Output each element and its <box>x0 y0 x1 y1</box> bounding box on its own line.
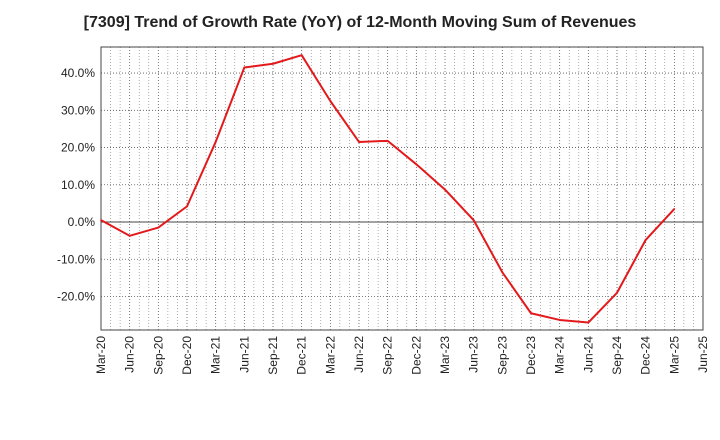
data-point <box>100 219 102 221</box>
data-point <box>358 141 360 143</box>
x-tick-label: Dec-20 <box>180 336 194 375</box>
data-point <box>530 312 532 315</box>
data-point <box>214 141 217 143</box>
x-tick-label: Dec-22 <box>409 336 423 375</box>
x-tick-label: Dec-23 <box>524 336 538 375</box>
data-point <box>128 234 131 237</box>
y-tick-label: 30.0% <box>61 103 95 117</box>
data-point <box>558 319 561 321</box>
data-point <box>386 140 389 142</box>
x-tick-label: Jun-25 <box>696 336 710 373</box>
data-point <box>415 163 418 166</box>
x-tick-label: Sep-24 <box>610 336 624 375</box>
x-tick-label: Jun-20 <box>123 336 137 373</box>
data-point <box>243 66 246 69</box>
x-tick-label: Sep-20 <box>151 336 165 375</box>
data-point <box>472 219 475 221</box>
data-point <box>157 226 160 229</box>
x-tick-label: Sep-21 <box>266 336 280 375</box>
x-tick-label: Mar-21 <box>209 336 223 374</box>
x-tick-label: Mar-25 <box>667 336 681 374</box>
data-point <box>272 62 274 65</box>
y-tick-label: -10.0% <box>57 252 95 266</box>
y-tick-label: 20.0% <box>61 141 95 155</box>
x-tick-label: Jun-21 <box>237 336 251 373</box>
chart-title: [7309] Trend of Growth Rate (YoY) of 12-… <box>83 14 637 31</box>
y-tick-label: 10.0% <box>61 178 95 192</box>
x-tick-label: Sep-22 <box>381 336 395 375</box>
data-point <box>616 291 618 294</box>
x-tick-label: Mar-23 <box>438 336 452 374</box>
data-point <box>673 208 676 210</box>
x-tick-label: Mar-24 <box>553 336 567 374</box>
data-point <box>501 271 504 274</box>
y-tick-label: 40.0% <box>61 66 95 80</box>
x-tick-label: Sep-23 <box>495 336 509 375</box>
x-tick-label: Mar-20 <box>94 336 108 374</box>
x-tick-label: Jun-23 <box>467 336 481 373</box>
data-point <box>186 205 188 208</box>
data-point <box>329 100 332 102</box>
data-point <box>300 54 303 56</box>
data-point <box>644 239 647 241</box>
data-point <box>587 321 590 324</box>
x-tick-label: Mar-22 <box>323 336 337 374</box>
x-tick-label: Dec-24 <box>639 336 653 375</box>
plot-frame <box>100 46 704 331</box>
x-tick-label: Dec-21 <box>295 336 309 375</box>
y-tick-label: 0.0% <box>68 215 96 229</box>
x-tick-label: Jun-22 <box>352 336 366 373</box>
y-tick-label: -20.0% <box>57 289 95 303</box>
data-point <box>444 188 446 191</box>
x-tick-label: Jun-24 <box>581 336 595 373</box>
